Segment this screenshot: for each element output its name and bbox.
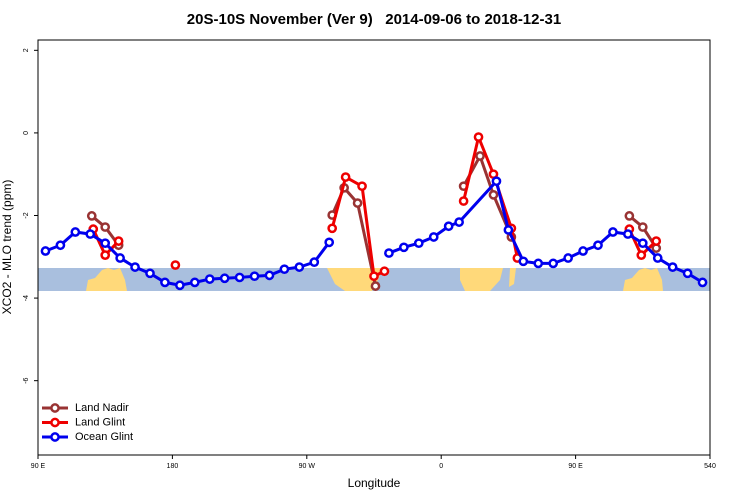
point xyxy=(637,222,648,232)
point xyxy=(234,272,245,283)
legend-marker xyxy=(50,432,60,442)
y-tick-label: -2 xyxy=(23,212,30,218)
point xyxy=(563,253,573,263)
point xyxy=(309,257,320,268)
point xyxy=(370,281,381,291)
x-tick-label: 90 E xyxy=(568,463,583,470)
point xyxy=(428,232,439,242)
point xyxy=(548,258,559,269)
point xyxy=(170,260,181,270)
point xyxy=(458,196,469,206)
chart-title: 20S-10S November (Ver 9) 2014-09-06 to 2… xyxy=(187,11,561,28)
point xyxy=(578,246,588,256)
point xyxy=(130,262,140,272)
point xyxy=(86,211,97,221)
point xyxy=(189,277,200,288)
point xyxy=(533,258,544,269)
point xyxy=(40,246,51,256)
land xyxy=(460,268,503,291)
point xyxy=(264,270,275,281)
x-tick-label: 90 E xyxy=(31,463,46,470)
point xyxy=(454,217,464,227)
point xyxy=(491,176,502,187)
point xyxy=(651,236,662,246)
point xyxy=(384,248,394,258)
point xyxy=(219,273,230,284)
y-tick-label: -4 xyxy=(23,295,30,301)
point xyxy=(443,221,454,232)
point xyxy=(115,253,125,263)
point xyxy=(682,268,693,279)
point xyxy=(413,238,424,249)
point xyxy=(279,264,290,275)
point xyxy=(340,172,351,182)
point xyxy=(357,181,367,192)
point xyxy=(352,198,363,208)
point xyxy=(324,237,335,248)
point xyxy=(379,266,390,277)
land xyxy=(623,268,663,291)
point xyxy=(637,238,648,249)
point xyxy=(473,132,484,142)
y-tick-label: 0 xyxy=(23,131,30,135)
point xyxy=(369,271,379,282)
point xyxy=(652,253,663,263)
land xyxy=(86,268,127,291)
point xyxy=(100,222,111,232)
point xyxy=(488,190,499,200)
point xyxy=(624,211,635,221)
point xyxy=(503,225,514,235)
point xyxy=(175,280,185,291)
point xyxy=(100,238,111,249)
land xyxy=(327,268,383,291)
point xyxy=(145,268,155,279)
point xyxy=(113,236,124,246)
x-tick-label: 90 W xyxy=(299,463,316,470)
point xyxy=(204,274,215,284)
x-tick-label: 180 xyxy=(167,463,179,470)
point xyxy=(85,229,96,239)
x-tick-label: 0 xyxy=(439,463,443,470)
legend-marker xyxy=(50,403,60,413)
point xyxy=(593,240,603,251)
legend-label: Ocean Glint xyxy=(75,431,133,443)
point xyxy=(697,277,708,288)
point xyxy=(327,223,338,234)
legend-marker xyxy=(50,417,60,428)
x-axis-label: Longitude xyxy=(348,476,401,490)
point xyxy=(100,250,111,260)
point xyxy=(475,151,485,161)
point xyxy=(518,256,529,267)
plot-frame xyxy=(37,39,711,456)
point xyxy=(667,262,678,272)
x-tick-label: 540 xyxy=(704,463,716,470)
point xyxy=(636,250,647,260)
y-axis-label: XCO2 - MLO trend (ppm) xyxy=(0,180,14,315)
land xyxy=(509,268,516,287)
legend-label: Land Glint xyxy=(75,416,125,428)
point xyxy=(608,227,618,237)
legend-label: Land Nadir xyxy=(75,402,129,414)
y-tick-label: 2 xyxy=(23,48,30,52)
point xyxy=(55,240,66,251)
point xyxy=(160,277,170,288)
y-tick-label: -6 xyxy=(23,377,30,383)
point xyxy=(294,262,305,272)
point xyxy=(249,271,260,282)
point xyxy=(399,242,409,253)
point xyxy=(70,227,81,237)
point xyxy=(623,229,633,239)
